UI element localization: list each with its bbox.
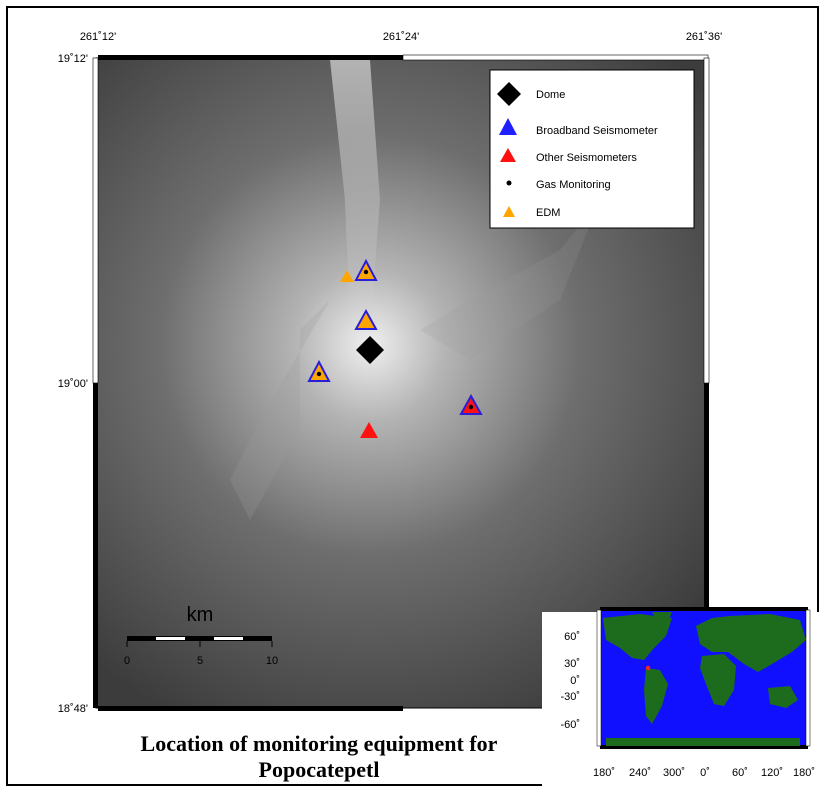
inset-lon-300: 300˚ bbox=[663, 767, 685, 779]
lat-label-1: 19˚12' bbox=[58, 53, 88, 65]
lon-label-2: 261˚24' bbox=[383, 31, 419, 43]
axis-labels: 261˚12' 261˚24' 261˚36' 19˚12' 19˚00' 18… bbox=[58, 31, 722, 715]
inset-lat-m60: -60˚ bbox=[560, 719, 580, 731]
inset-lat-60: 60˚ bbox=[564, 631, 580, 643]
legend-label-gas: Gas Monitoring bbox=[536, 179, 611, 191]
legend-label-edm: EDM bbox=[536, 207, 560, 219]
station-south bbox=[360, 422, 378, 438]
legend-label-other: Other Seismometers bbox=[536, 152, 637, 164]
legend-broadband-symbol bbox=[499, 118, 517, 135]
inset-lat-30: 30˚ bbox=[564, 658, 580, 670]
lat-label-3: 18˚48' bbox=[58, 703, 88, 715]
legend-gas-symbol bbox=[506, 180, 512, 186]
inset-lon-180a: 180˚ bbox=[593, 767, 615, 779]
caption-line-1: Location of monitoring equipment for bbox=[140, 731, 498, 756]
inset-lon-180b: 180˚ bbox=[793, 767, 815, 779]
caption-line-2: Popocatepetl bbox=[258, 757, 380, 782]
legend-label-broadband: Broadband Seismometer bbox=[536, 125, 658, 137]
scale-tick-10: 10 bbox=[266, 655, 278, 667]
station-north bbox=[354, 258, 378, 281]
legend-other-symbol bbox=[500, 148, 516, 162]
inset-lon-60: 60˚ bbox=[732, 767, 748, 779]
station-markers bbox=[307, 258, 483, 438]
inset-lat-0: 0˚ bbox=[570, 675, 580, 687]
station-upper-middle bbox=[354, 308, 378, 330]
lon-label-1: 261˚12' bbox=[80, 31, 116, 43]
inset-lon-240: 240˚ bbox=[629, 767, 651, 779]
legend: Dome Broadband Seismometer Other Seismom… bbox=[489, 69, 695, 229]
dome-marker bbox=[356, 336, 384, 364]
scale-tick-5: 5 bbox=[197, 655, 203, 667]
lon-label-3: 261˚36' bbox=[686, 31, 722, 43]
edm-marker bbox=[340, 270, 354, 282]
legend-dome-symbol bbox=[497, 82, 521, 106]
legend-label-dome: Dome bbox=[536, 89, 565, 101]
station-west bbox=[307, 359, 331, 382]
lat-label-2: 19˚00' bbox=[58, 378, 88, 390]
scale-unit: km bbox=[187, 604, 214, 626]
figure-caption: Location of monitoring equipment for Pop… bbox=[96, 731, 542, 783]
inset-world-map: 60˚ 30˚ 0˚ -30˚ -60˚ 180˚ 240˚ 300˚ 0˚ 6… bbox=[542, 607, 820, 788]
inset-lon-0: 0˚ bbox=[700, 767, 710, 779]
station-east bbox=[459, 393, 483, 415]
map-border bbox=[92, 54, 710, 711]
inset-lon-120: 120˚ bbox=[761, 767, 783, 779]
scale-tick-0: 0 bbox=[124, 655, 130, 667]
inset-lat-m30: -30˚ bbox=[560, 691, 580, 703]
scale-bar: km 0 5 10 bbox=[124, 604, 278, 667]
legend-edm-symbol bbox=[503, 206, 515, 217]
